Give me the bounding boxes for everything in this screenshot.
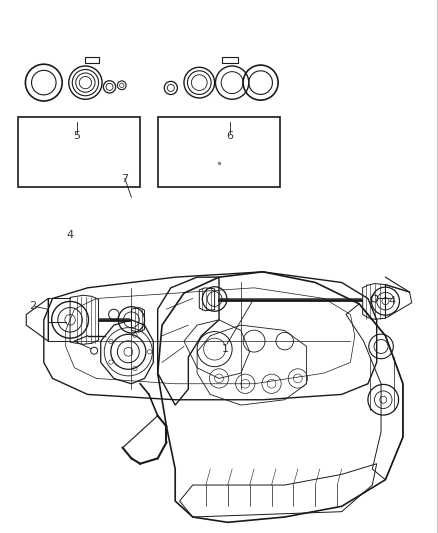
Bar xyxy=(158,117,280,187)
Bar xyxy=(222,56,238,63)
Text: 6: 6 xyxy=(226,131,233,141)
Text: 4: 4 xyxy=(389,296,396,306)
Text: 5: 5 xyxy=(73,131,80,141)
Text: 1: 1 xyxy=(222,344,229,354)
Bar xyxy=(85,57,99,63)
Text: 4: 4 xyxy=(67,230,74,239)
Bar xyxy=(18,117,140,187)
Text: 2: 2 xyxy=(29,302,36,311)
Text: 7: 7 xyxy=(121,174,128,183)
